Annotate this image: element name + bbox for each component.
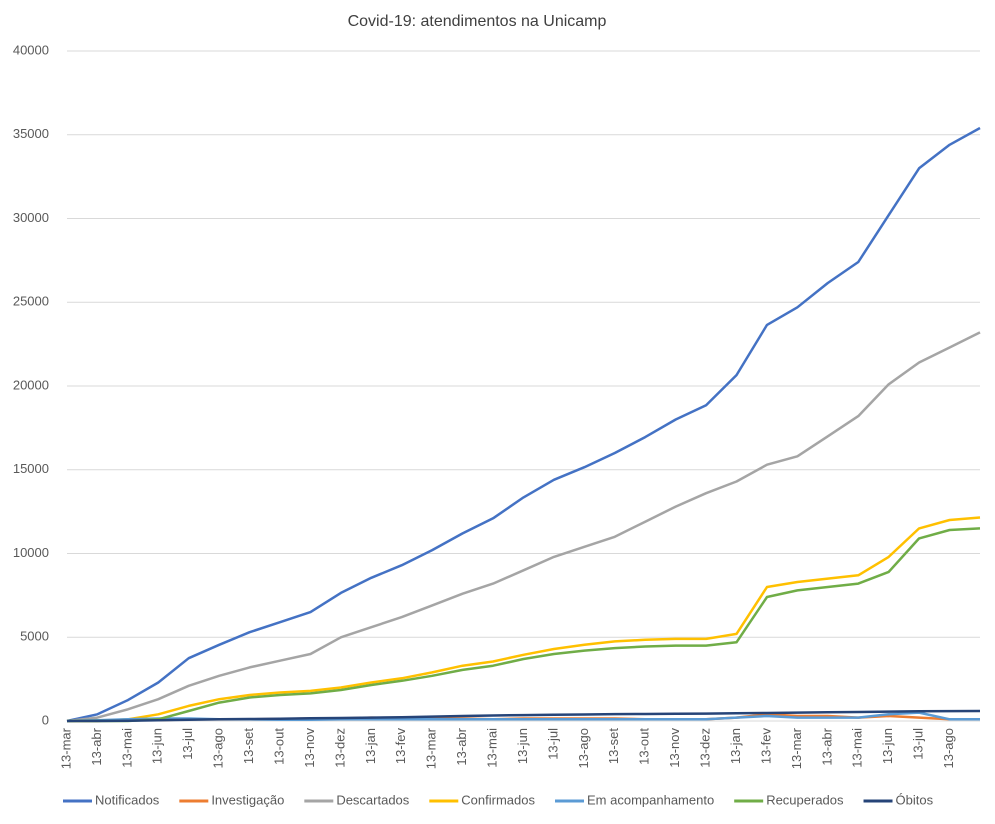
x-tick-label: 13-nov xyxy=(667,728,682,768)
x-tick-label: 13-jan xyxy=(363,728,378,764)
series-line xyxy=(67,709,981,723)
legend-label: Óbitos xyxy=(896,792,934,807)
x-tick-label: 13-ago xyxy=(211,728,226,768)
x-tick-label: 13-mai xyxy=(850,728,865,768)
y-tick-label: 0 xyxy=(42,712,49,727)
x-tick-label: 13-jun xyxy=(515,728,530,764)
x-tick-label: 13-mar xyxy=(58,727,73,769)
x-tick-label: 13-mar xyxy=(789,727,804,769)
x-tick-label: 13-jul xyxy=(911,728,926,760)
x-tick-label: 13-abr xyxy=(454,727,469,765)
x-tick-label: 13-set xyxy=(241,728,256,765)
x-tick-label: 13-ago xyxy=(941,728,956,768)
chart-title: Covid-19: atendimentos na Unicamp xyxy=(348,13,607,30)
x-tick-label: 13-jun xyxy=(150,728,165,764)
x-tick-label: 13-mai xyxy=(119,728,134,768)
x-tick-label: 13-out xyxy=(271,728,286,765)
y-tick-label: 10000 xyxy=(13,545,49,560)
y-tick-label: 25000 xyxy=(13,294,49,309)
series-line xyxy=(66,331,981,723)
y-tick-label: 20000 xyxy=(13,377,49,392)
y-tick-label: 30000 xyxy=(13,210,49,225)
y-tick-label: 5000 xyxy=(20,629,49,644)
x-tick-label: 13-dez xyxy=(698,728,713,768)
legend-label: Descartados xyxy=(336,792,409,807)
legend-label: Em acompanhamento xyxy=(587,792,714,807)
series-line xyxy=(66,126,981,723)
x-tick-label: 13-ago xyxy=(576,728,591,768)
x-tick-label: 13-dez xyxy=(332,728,347,768)
legend-label: Notificados xyxy=(95,792,160,807)
x-tick-label: 13-nov xyxy=(302,728,317,768)
x-tick-label: 13-jul xyxy=(545,728,560,760)
y-tick-label: 35000 xyxy=(13,126,49,141)
x-tick-label: 13-mai xyxy=(485,728,500,768)
legend-label: Recuperados xyxy=(766,792,844,807)
y-tick-label: 40000 xyxy=(13,42,49,57)
legend-label: Investigação xyxy=(211,792,284,807)
x-tick-label: 13-fev xyxy=(393,728,408,765)
series-line xyxy=(67,516,981,723)
x-tick-label: 13-mar xyxy=(424,727,439,769)
y-tick-label: 15000 xyxy=(13,461,49,476)
x-tick-label: 13-jul xyxy=(180,728,195,760)
x-tick-label: 13-set xyxy=(606,728,621,765)
x-tick-label: 13-abr xyxy=(89,727,104,765)
x-tick-label: 13-abr xyxy=(819,727,834,765)
series-line xyxy=(67,527,981,723)
legend-label: Confirmados xyxy=(461,792,535,807)
x-tick-label: 13-jun xyxy=(880,728,895,764)
x-tick-label: 13-fev xyxy=(758,728,773,765)
x-tick-label: 13-out xyxy=(637,728,652,765)
x-tick-label: 13-jan xyxy=(728,728,743,764)
